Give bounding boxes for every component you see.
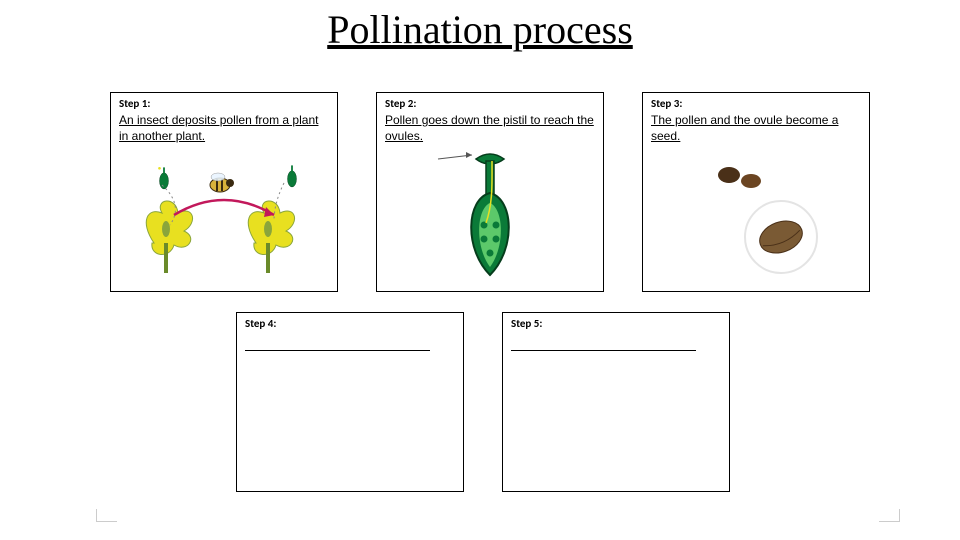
step-box-2: Step 2: Pollen goes down the pistil to r…: [376, 92, 604, 292]
illustration-pistil: [430, 145, 550, 285]
corner-mark: [879, 509, 900, 522]
blank-line: [511, 336, 696, 351]
illustration-seeds: [671, 145, 841, 285]
step-box-3: Step 3: The pollen and the ovule become …: [642, 92, 870, 292]
step-label: Step 4:: [245, 317, 455, 330]
page-title: Pollination process: [0, 6, 960, 53]
step-label: Step 2:: [385, 97, 595, 110]
step-label: Step 5:: [511, 317, 721, 330]
step-box-1: Step 1: An insect deposits pollen from a…: [110, 92, 338, 292]
corner-mark: [96, 509, 117, 522]
step-description: Pollen goes down the pistil to reach the…: [385, 112, 595, 144]
step-box-5: Step 5:: [502, 312, 730, 492]
step-label: Step 1:: [119, 97, 329, 110]
step-box-4: Step 4:: [236, 312, 464, 492]
page: Pollination process Step 1: An insect de…: [0, 0, 960, 540]
blank-line: [245, 336, 430, 351]
step-label: Step 3:: [651, 97, 861, 110]
step-description: The pollen and the ovule become a seed.: [651, 112, 861, 144]
illustration-bee-flowers: [124, 155, 324, 285]
step-description: An insect deposits pollen from a plant i…: [119, 112, 329, 144]
